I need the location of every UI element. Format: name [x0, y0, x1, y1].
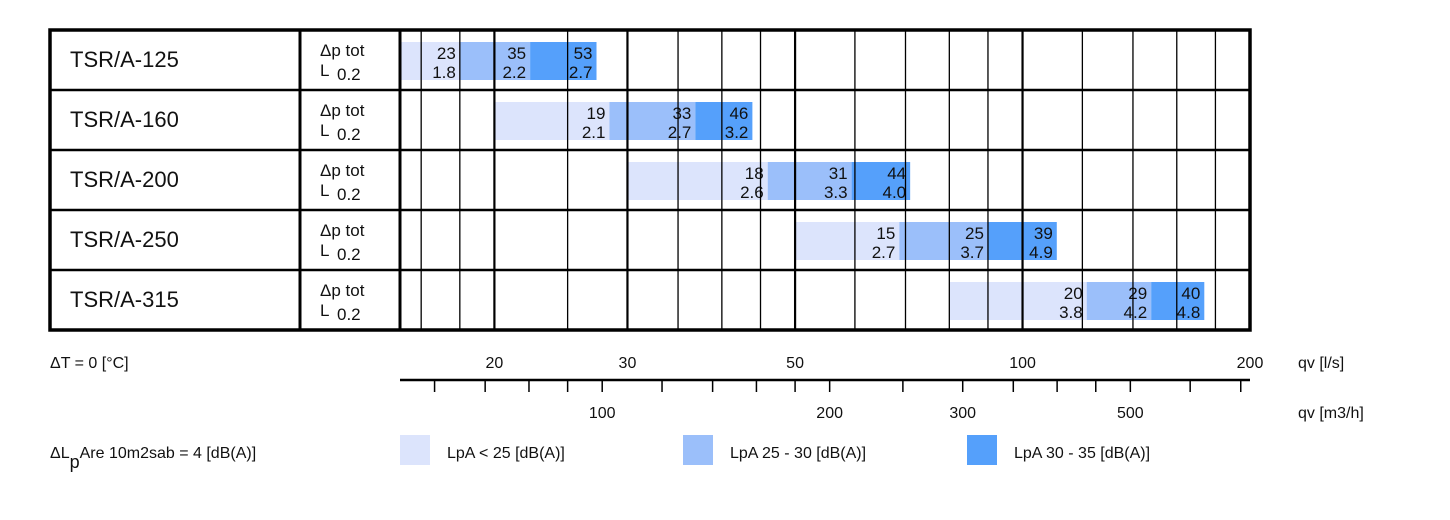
throw-length-label: L [320, 241, 329, 260]
throw-length-value: 2.7 [668, 123, 692, 142]
legend-swatch [400, 435, 430, 465]
pressure-drop-value: 31 [829, 164, 848, 183]
throw-length-value: 4.8 [1177, 303, 1201, 322]
pressure-drop-value: 15 [876, 224, 895, 243]
throw-length-value: 3.7 [960, 243, 984, 262]
legend-swatch [967, 435, 997, 465]
x-tick-label-ls: 20 [486, 355, 504, 372]
throw-length-value: 3.8 [1059, 303, 1083, 322]
throw-length-label-value: 0.2 [337, 245, 361, 264]
range-bar-segment [949, 282, 1087, 320]
pressure-drop-value: 46 [729, 104, 748, 123]
pressure-drop-value: 20 [1064, 284, 1083, 303]
range-bar-segment [899, 222, 988, 260]
x-axis-unit-ls: qv [l/s] [1298, 355, 1344, 372]
legend-label: LpA 25 - 30 [dB(A)] [730, 445, 866, 462]
pressure-drop-value: 19 [587, 104, 606, 123]
pressure-drop-value: 23 [437, 44, 456, 63]
pressure-drop-value: 29 [1128, 284, 1147, 303]
x-tick-label-ls: 200 [1237, 355, 1264, 372]
range-bar-segment [494, 102, 610, 140]
model-name: TSR/A-250 [70, 227, 179, 252]
legend-label: LpA 30 - 35 [dB(A)] [1014, 445, 1150, 462]
model-name: TSR/A-160 [70, 107, 179, 132]
delta-t-note: ΔT = 0 [°C] [50, 355, 129, 372]
throw-length-label: L [320, 301, 329, 320]
range-bar-segment [1086, 282, 1152, 320]
throw-length-label: L [320, 121, 329, 140]
range-bar-segment [767, 162, 852, 200]
pressure-drop-value: 53 [574, 44, 593, 63]
legend-swatch [683, 435, 713, 465]
throw-length-value: 2.7 [872, 243, 896, 262]
pressure-drop-value: 35 [507, 44, 526, 63]
model-name: TSR/A-200 [70, 167, 179, 192]
throw-length-value: 3.2 [725, 123, 749, 142]
range-bar-segment [1151, 282, 1205, 320]
throw-length-label-value: 0.2 [337, 305, 361, 324]
chart-frame [48, 28, 1252, 332]
throw-length-value: 4.9 [1029, 243, 1053, 262]
pressure-drop-label: Δp tot [320, 41, 365, 60]
pressure-drop-label: Δp tot [320, 101, 365, 120]
model-name: TSR/A-125 [70, 47, 179, 72]
throw-length-label: L [320, 61, 329, 80]
x-tick-label-ls: 100 [1009, 355, 1036, 372]
pressure-drop-value: 25 [965, 224, 984, 243]
model-name: TSR/A-315 [70, 287, 179, 312]
pressure-drop-value: 44 [887, 164, 906, 183]
throw-length-value: 4.0 [883, 183, 907, 202]
pressure-drop-value: 40 [1181, 284, 1200, 303]
x-tick-label-m3h: 200 [816, 405, 843, 422]
x-axis-unit-m3h: qv [m3/h] [1298, 405, 1364, 422]
throw-length-label-value: 0.2 [337, 65, 361, 84]
x-tick-label-ls: 50 [786, 355, 804, 372]
x-tick-label-m3h: 500 [1117, 405, 1144, 422]
range-bar-segment [627, 162, 768, 200]
x-tick-label-m3h: 300 [949, 405, 976, 422]
throw-length-label-value: 0.2 [337, 185, 361, 204]
x-tick-label-m3h: 100 [589, 405, 616, 422]
throw-length-value: 2.2 [502, 63, 526, 82]
throw-length-value: 2.6 [740, 183, 764, 202]
pressure-drop-value: 39 [1034, 224, 1053, 243]
pressure-drop-label: Δp tot [320, 161, 365, 180]
range-bar-segment [530, 42, 597, 80]
throw-length-label-value: 0.2 [337, 125, 361, 144]
range-bar-segment [695, 102, 753, 140]
sound-correction-note: ΔLpAre 10m2sab = 4 [dB(A)] [50, 445, 256, 472]
pressure-drop-value: 18 [745, 164, 764, 183]
throw-length-value: 2.7 [569, 63, 593, 82]
throw-length-value: 4.2 [1124, 303, 1148, 322]
range-bar-segment [609, 102, 696, 140]
throw-length-value: 2.1 [582, 123, 606, 142]
pressure-drop-value: 33 [672, 104, 691, 123]
x-tick-label-ls: 30 [619, 355, 637, 372]
throw-length-label: L [320, 181, 329, 200]
throw-length-value: 3.3 [824, 183, 848, 202]
range-bar-segment [400, 42, 460, 80]
range-bar-segment [851, 162, 911, 200]
pressure-drop-label: Δp tot [320, 221, 365, 240]
range-bar-segment [795, 222, 900, 260]
legend-label: LpA < 25 [dB(A)] [447, 445, 565, 462]
throw-length-value: 1.8 [432, 63, 456, 82]
pressure-drop-label: Δp tot [320, 281, 365, 300]
